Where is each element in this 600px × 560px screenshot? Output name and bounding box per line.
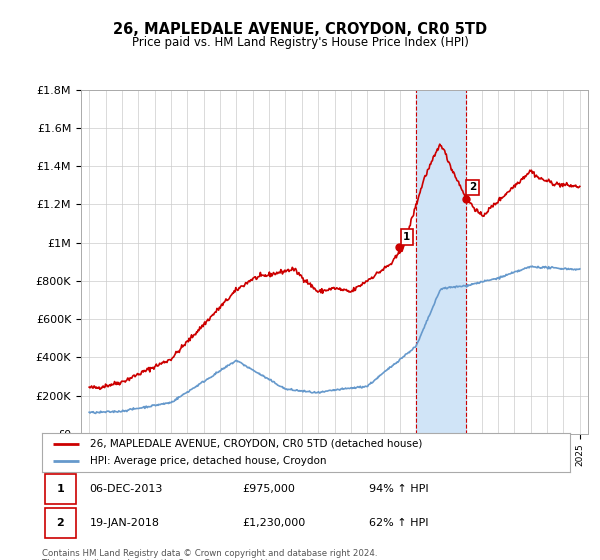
Text: 26, MAPLEDALE AVENUE, CROYDON, CR0 5TD: 26, MAPLEDALE AVENUE, CROYDON, CR0 5TD	[113, 22, 487, 38]
Text: 19-JAN-2018: 19-JAN-2018	[89, 518, 160, 528]
Text: 94% ↑ HPI: 94% ↑ HPI	[370, 484, 429, 494]
FancyBboxPatch shape	[44, 474, 76, 504]
Text: 2: 2	[469, 182, 476, 192]
Text: Price paid vs. HM Land Registry's House Price Index (HPI): Price paid vs. HM Land Registry's House …	[131, 36, 469, 49]
Text: 2: 2	[56, 518, 64, 528]
Text: 26, MAPLEDALE AVENUE, CROYDON, CR0 5TD (detached house): 26, MAPLEDALE AVENUE, CROYDON, CR0 5TD (…	[89, 438, 422, 449]
Text: 06-DEC-2013: 06-DEC-2013	[89, 484, 163, 494]
Text: 62% ↑ HPI: 62% ↑ HPI	[370, 518, 429, 528]
Text: 1: 1	[56, 484, 64, 494]
Bar	[416, 90, 466, 434]
Text: £1,230,000: £1,230,000	[242, 518, 306, 528]
Text: HPI: Average price, detached house, Croydon: HPI: Average price, detached house, Croy…	[89, 456, 326, 466]
Text: £975,000: £975,000	[242, 484, 296, 494]
Text: Contains HM Land Registry data © Crown copyright and database right 2024.
This d: Contains HM Land Registry data © Crown c…	[42, 549, 377, 560]
Text: 1: 1	[403, 232, 410, 242]
FancyBboxPatch shape	[44, 508, 76, 538]
